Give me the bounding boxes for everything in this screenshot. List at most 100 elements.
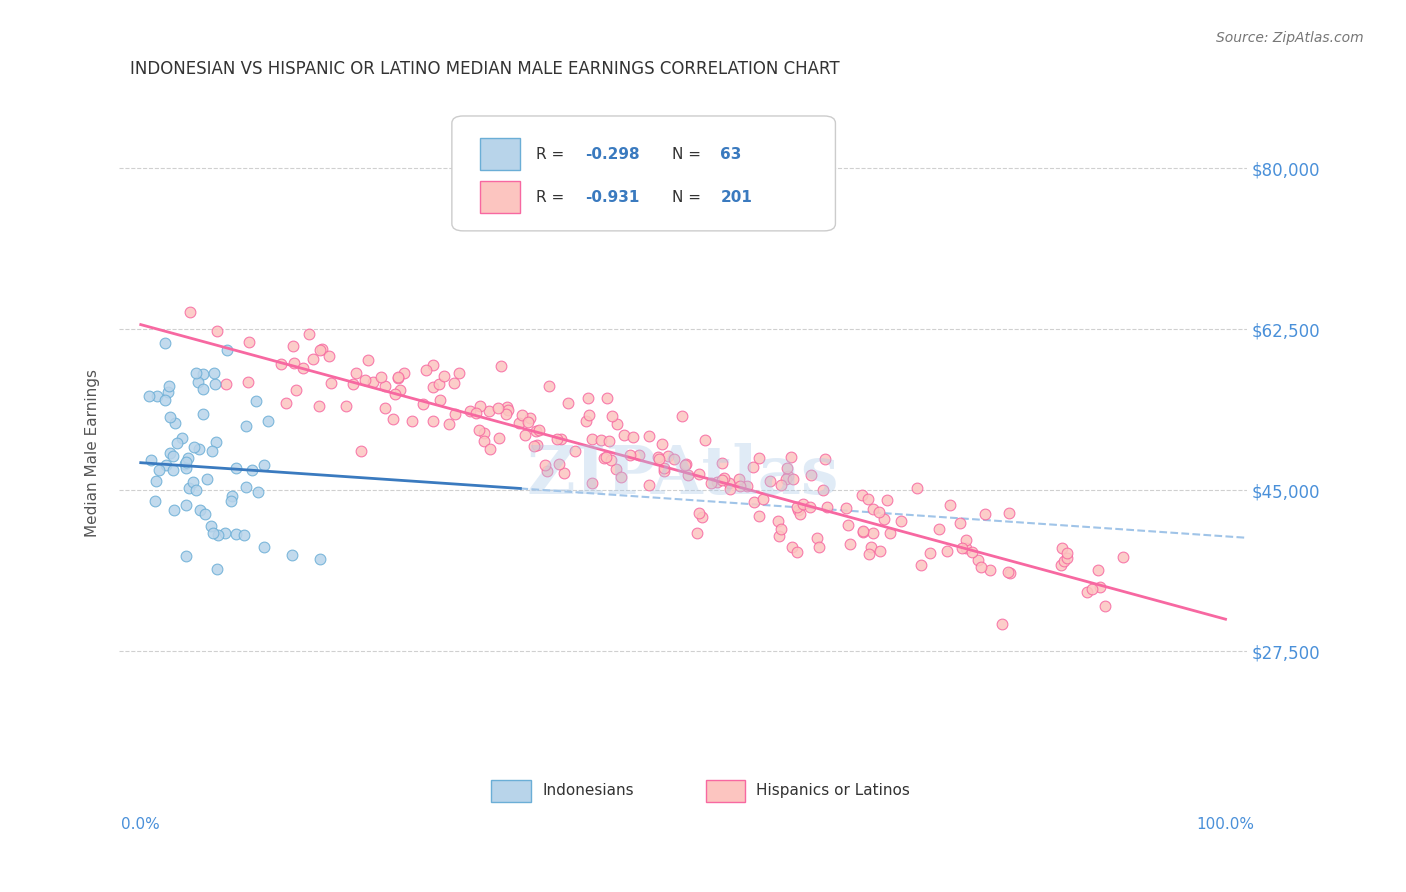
Point [970,559,993,574]
Point [589,434,612,448]
Point [308,343,330,358]
Point [860,540,883,554]
Point [444,407,467,421]
Point [225,461,247,475]
Point [711,456,734,470]
Point [510,408,533,422]
Point [172,431,194,445]
Point [143,493,166,508]
Point [523,439,546,453]
Point [349,444,371,458]
Point [146,389,169,403]
Point [270,357,292,371]
Point [184,366,207,380]
Point [443,376,465,391]
Point [595,392,617,406]
Point [768,529,790,543]
Point [318,349,340,363]
Point [538,379,561,393]
Point [235,480,257,494]
Point [800,467,823,482]
Point [876,492,898,507]
Point [381,412,404,426]
Point [862,501,884,516]
Point [991,617,1014,632]
Point [546,432,568,446]
Point [374,401,396,416]
Point [600,453,623,467]
Point [647,450,669,465]
Point [472,434,495,449]
Point [778,469,800,483]
Point [621,430,644,444]
Point [1090,580,1112,594]
Point [217,343,239,357]
Point [1052,541,1074,555]
Point [155,458,177,473]
Point [219,493,242,508]
Point [276,396,298,410]
Point [342,377,364,392]
Point [207,324,229,338]
Point [138,389,160,403]
Point [851,488,873,502]
Point [662,452,685,467]
Point [159,446,181,460]
Point [775,472,797,486]
Point [193,407,215,421]
Point [638,478,661,492]
Point [1076,585,1098,599]
Point [718,482,741,496]
FancyBboxPatch shape [451,116,835,231]
Point [671,409,693,424]
Point [1087,563,1109,577]
Point [962,545,984,559]
Point [695,433,717,447]
Point [429,393,451,408]
Point [918,546,941,560]
Point [353,374,375,388]
Point [159,409,181,424]
Point [862,526,884,541]
Point [253,540,276,554]
Point [868,505,890,519]
Point [191,367,214,381]
Point [606,417,628,431]
Point [792,497,814,511]
Point [837,518,859,533]
Point [780,450,803,464]
Point [437,417,460,431]
Point [799,500,821,514]
Text: -0.931: -0.931 [585,190,640,204]
Point [858,547,880,561]
Point [536,464,558,478]
Point [728,479,751,493]
Point [789,508,811,522]
Point [472,425,495,440]
Point [186,483,208,497]
Point [221,489,243,503]
Point [141,453,163,467]
Point [811,483,834,497]
Point [769,522,792,536]
Point [370,370,392,384]
Point [839,536,862,550]
Point [806,531,828,545]
Point [550,433,572,447]
Text: R =: R = [537,146,569,161]
Point [557,396,579,410]
Point [979,563,1001,577]
Point [247,484,270,499]
Point [852,524,875,538]
Point [610,470,633,484]
Point [174,458,197,472]
Point [495,407,517,421]
Point [1056,546,1078,560]
Point [387,370,409,384]
Point [598,434,620,448]
Point [145,474,167,488]
Y-axis label: Median Male Earnings: Median Male Earnings [86,369,100,538]
Point [433,368,456,383]
Point [1000,566,1022,581]
Point [467,423,489,437]
